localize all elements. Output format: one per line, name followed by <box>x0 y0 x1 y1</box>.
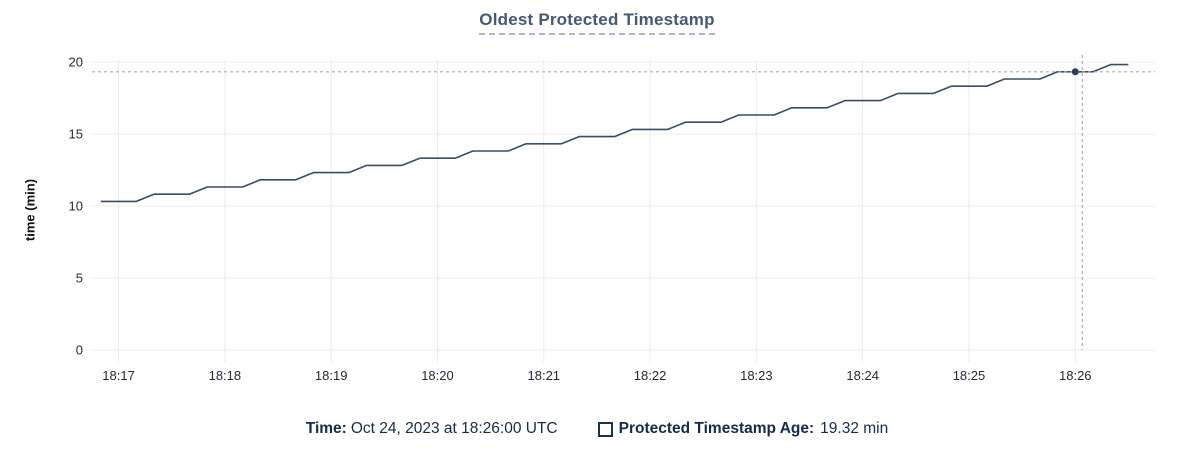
x-tick-label: 18:22 <box>634 368 667 383</box>
chart-legend: Time: Oct 24, 2023 at 18:26:00 UTC Protec… <box>0 420 1194 438</box>
y-tick-label: 5 <box>76 271 83 286</box>
x-tick-label: 18:21 <box>528 368 561 383</box>
y-tick-label: 10 <box>69 199 83 214</box>
legend-time: Time: Oct 24, 2023 at 18:26:00 UTC <box>306 420 562 438</box>
legend-time-label: Time: <box>305 420 347 437</box>
legend-series-value: 19.32 min <box>820 420 889 437</box>
y-tick-label: 20 <box>69 55 83 70</box>
chart-title[interactable]: Oldest Protected Timestamp <box>479 10 715 35</box>
chart-canvas[interactable]: 0 5 10 15 20 18:17 18:18 18:19 18:20 18:21 18:22 18… <box>0 0 1194 400</box>
x-tick-label: 18:17 <box>102 368 135 383</box>
legend-series-label: Protected Timestamp Age: <box>618 420 815 437</box>
x-tick-label: 18:24 <box>846 368 879 383</box>
x-tick-label: 18:26 <box>1059 368 1092 383</box>
x-tick-label: 18:19 <box>315 368 348 383</box>
series-line <box>100 63 1129 203</box>
highlight-dot <box>1071 68 1079 76</box>
chart-title-row: Oldest Protected Timestamp <box>0 10 1194 35</box>
x-tick-label: 18:25 <box>953 368 986 383</box>
legend-time-value: Oct 24, 2023 at 18:26:00 UTC <box>350 420 558 437</box>
legend-series-item[interactable]: Protected Timestamp Age: 19.32 min <box>597 420 889 438</box>
y-tick-label: 15 <box>69 127 83 142</box>
y-tick-label: 0 <box>76 343 83 358</box>
x-tick-label: 18:20 <box>421 368 454 383</box>
x-tick-label: 18:18 <box>209 368 242 383</box>
x-tick-label: 18:23 <box>740 368 773 383</box>
series-swatch-icon <box>597 421 613 437</box>
